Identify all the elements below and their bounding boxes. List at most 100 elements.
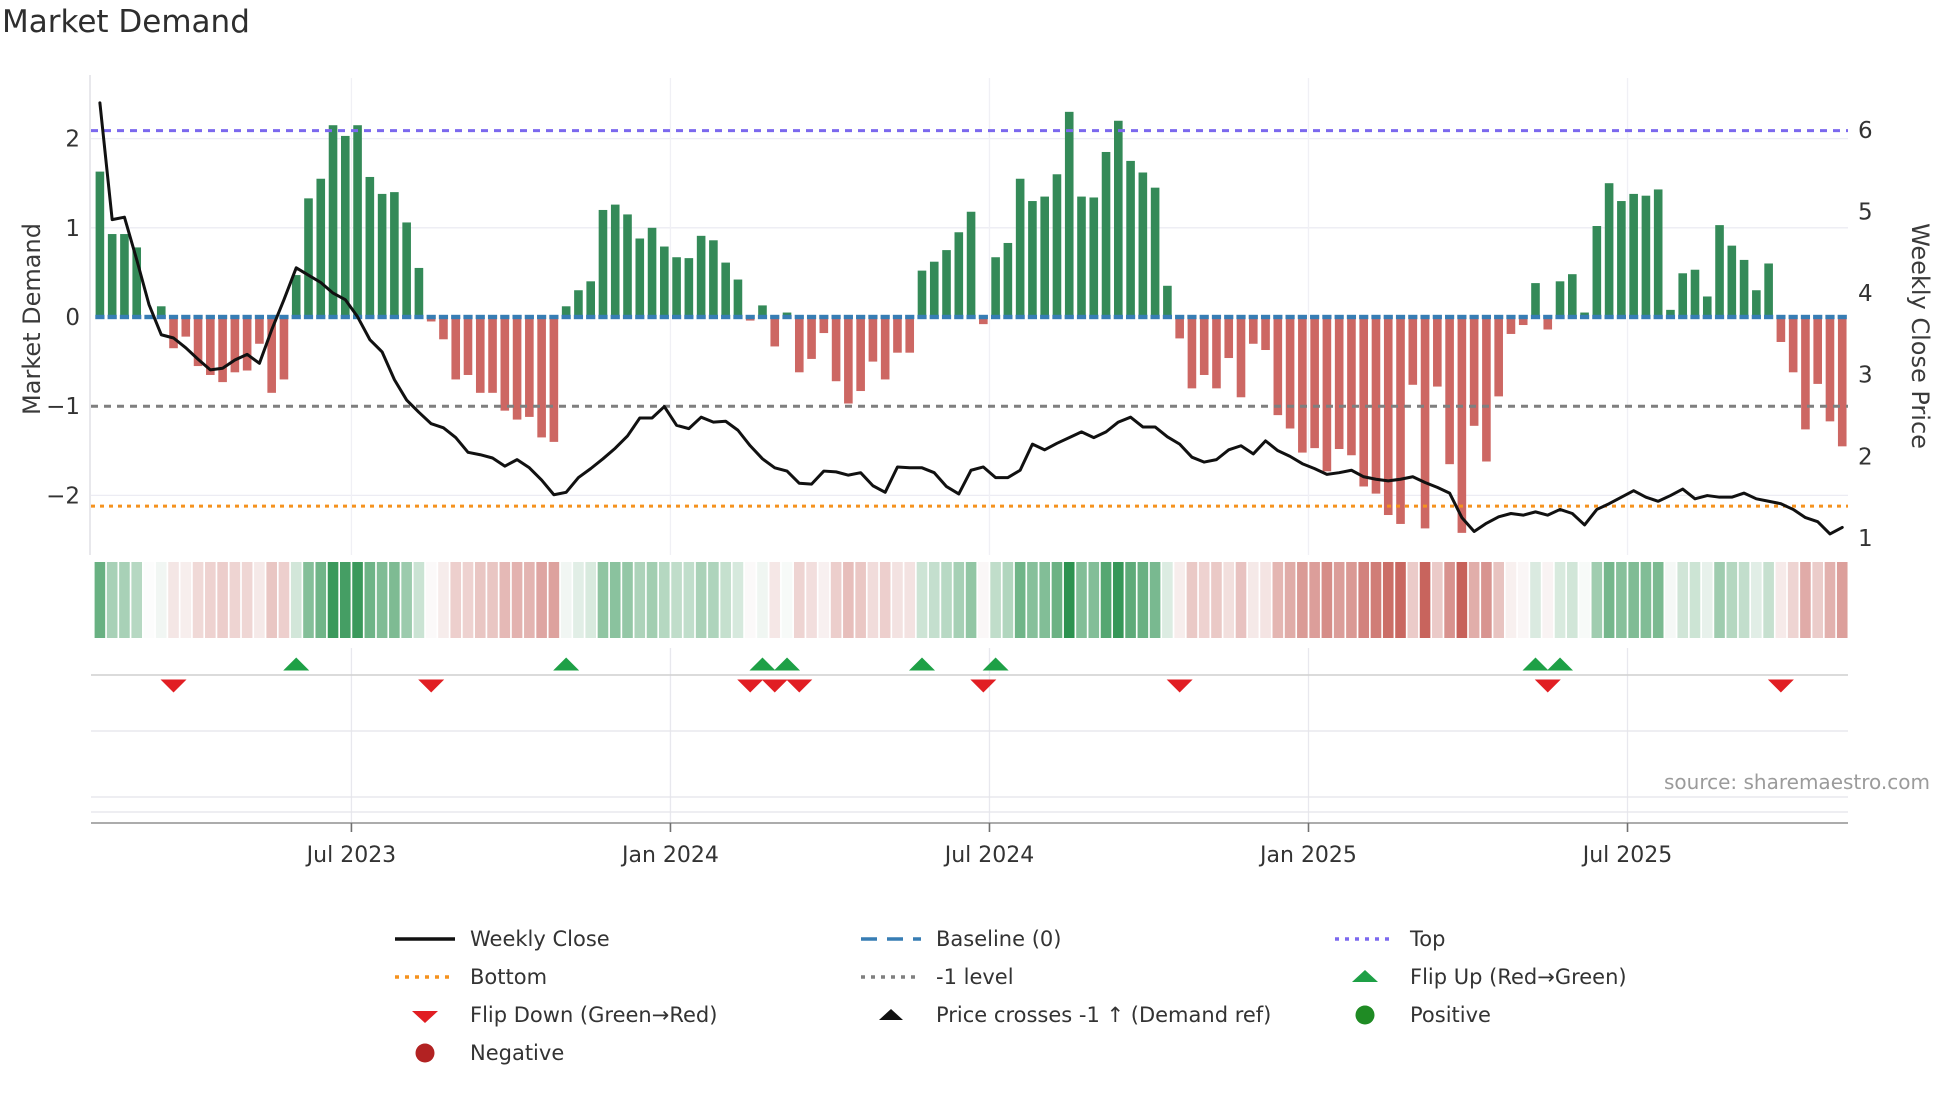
heatmap-cell	[499, 562, 511, 638]
baseline-dash	[1322, 314, 1332, 320]
baseline-dash	[218, 314, 228, 320]
minus1-swatch-icon	[861, 975, 921, 979]
baseline-dash	[1076, 314, 1087, 320]
right-tick-label: 4	[1858, 281, 1873, 307]
baseline-dash	[1395, 314, 1406, 320]
demand-bar-positive	[377, 193, 387, 317]
heatmap-cell	[720, 562, 731, 638]
baseline-dash	[1052, 314, 1062, 320]
demand-bar-positive	[291, 275, 301, 317]
heatmap-cell	[180, 562, 192, 638]
baseline-dash	[1813, 314, 1823, 320]
baseline-dash	[721, 314, 731, 320]
baseline-dash	[917, 314, 927, 320]
baseline-dash	[254, 314, 265, 320]
heatmap-cell	[1591, 562, 1603, 638]
baseline-dash	[107, 314, 117, 320]
baseline-dash	[1543, 314, 1553, 320]
demand-bar-negative	[426, 317, 436, 322]
baseline-dash	[1187, 314, 1197, 320]
demand-bar-positive	[1727, 245, 1737, 317]
baseline-dash	[1015, 314, 1025, 320]
heatmap-cell	[1775, 562, 1787, 638]
demand-bar-positive	[1028, 201, 1037, 317]
demand-bar-negative	[1261, 317, 1270, 351]
demand-bar-positive	[709, 240, 718, 317]
demand-bar-positive	[1138, 172, 1148, 317]
demand-bar-negative	[193, 317, 203, 367]
demand-bar-positive	[942, 250, 951, 317]
baseline-dash	[1764, 314, 1774, 320]
baseline-dash	[1027, 314, 1038, 320]
baseline-dash	[1825, 314, 1835, 320]
heatmap-cell	[1554, 562, 1566, 638]
flip-up-marker	[774, 657, 801, 671]
page-title: Market Demand	[2, 4, 250, 40]
baseline-dash	[1445, 314, 1455, 320]
demand-bar-negative	[1359, 317, 1369, 487]
heatmap-cell	[1370, 562, 1382, 638]
demand-bar-positive	[610, 204, 620, 317]
demand-bar-positive	[365, 176, 375, 317]
baseline-dash	[377, 314, 387, 320]
demand-bar-negative	[1334, 317, 1344, 450]
heatmap-cell	[1579, 562, 1590, 638]
demand-bar-negative	[1310, 317, 1319, 449]
heatmap-cell	[1014, 562, 1026, 638]
demand-bar-negative	[451, 317, 461, 380]
price-cross-icon	[879, 1009, 903, 1020]
baseline-dash	[524, 314, 534, 320]
demand-bar-positive	[1568, 274, 1577, 317]
heatmap-cell	[879, 562, 891, 638]
demand-bar-negative	[1175, 317, 1184, 339]
heatmap-cell	[781, 562, 793, 638]
baseline-dash	[365, 314, 375, 320]
heatmap-cell	[1505, 562, 1517, 638]
heatmap-cell	[205, 562, 216, 638]
heatmap-cell	[548, 562, 560, 638]
baseline-dash	[757, 314, 768, 320]
heatmap-cell	[1689, 562, 1701, 638]
baseline-dash	[463, 314, 473, 320]
x-tick-label: Jul 2023	[305, 843, 397, 868]
legend-label: Positive	[1410, 1003, 1491, 1027]
baseline-dash	[598, 314, 608, 320]
legend-item: Price crosses -1 ↑ (Demand ref)	[858, 996, 1271, 1034]
heatmap-cell	[695, 562, 707, 638]
left-tick-label: −2	[46, 483, 80, 509]
heatmap-cell	[192, 562, 204, 638]
baseline-dash	[1064, 314, 1074, 320]
baseline-dash	[1641, 314, 1651, 320]
demand-bar-negative	[1236, 317, 1246, 398]
flip-down-marker	[1534, 679, 1561, 693]
baseline-dash	[966, 314, 976, 320]
flip-up-marker	[553, 657, 580, 671]
baseline-dash	[843, 314, 853, 320]
heatmap-cell	[106, 562, 118, 638]
heatmap-cell	[1162, 562, 1173, 638]
demand-bar-negative	[1506, 317, 1516, 334]
demand-bar-negative	[181, 317, 191, 337]
heatmap-cell	[855, 562, 866, 638]
legend-item: -1 level	[858, 958, 1271, 996]
baseline-dash	[1383, 314, 1393, 320]
right-tick-label: 5	[1858, 199, 1873, 225]
heatmap-cell	[585, 562, 596, 638]
heatmap-cell	[1321, 562, 1333, 638]
heatmap-cell	[573, 562, 584, 638]
heatmap-cell	[1137, 562, 1149, 638]
heatmap-cell	[659, 562, 670, 638]
legend-label: Weekly Close	[470, 927, 610, 951]
demand-bar-positive	[1163, 285, 1172, 317]
demand-bar-positive	[1040, 196, 1049, 317]
heatmap-cell	[916, 562, 928, 638]
baseline-dash	[1469, 314, 1479, 320]
baseline-dash	[1003, 314, 1013, 320]
baseline-dash	[1604, 314, 1614, 320]
heatmap-cell	[1763, 562, 1774, 638]
baseline-dash	[1260, 314, 1271, 320]
heatmap-cell	[1063, 562, 1075, 638]
baseline-dash	[671, 314, 682, 320]
demand-bar-positive	[1641, 195, 1651, 317]
demand-bar-positive	[353, 125, 362, 317]
